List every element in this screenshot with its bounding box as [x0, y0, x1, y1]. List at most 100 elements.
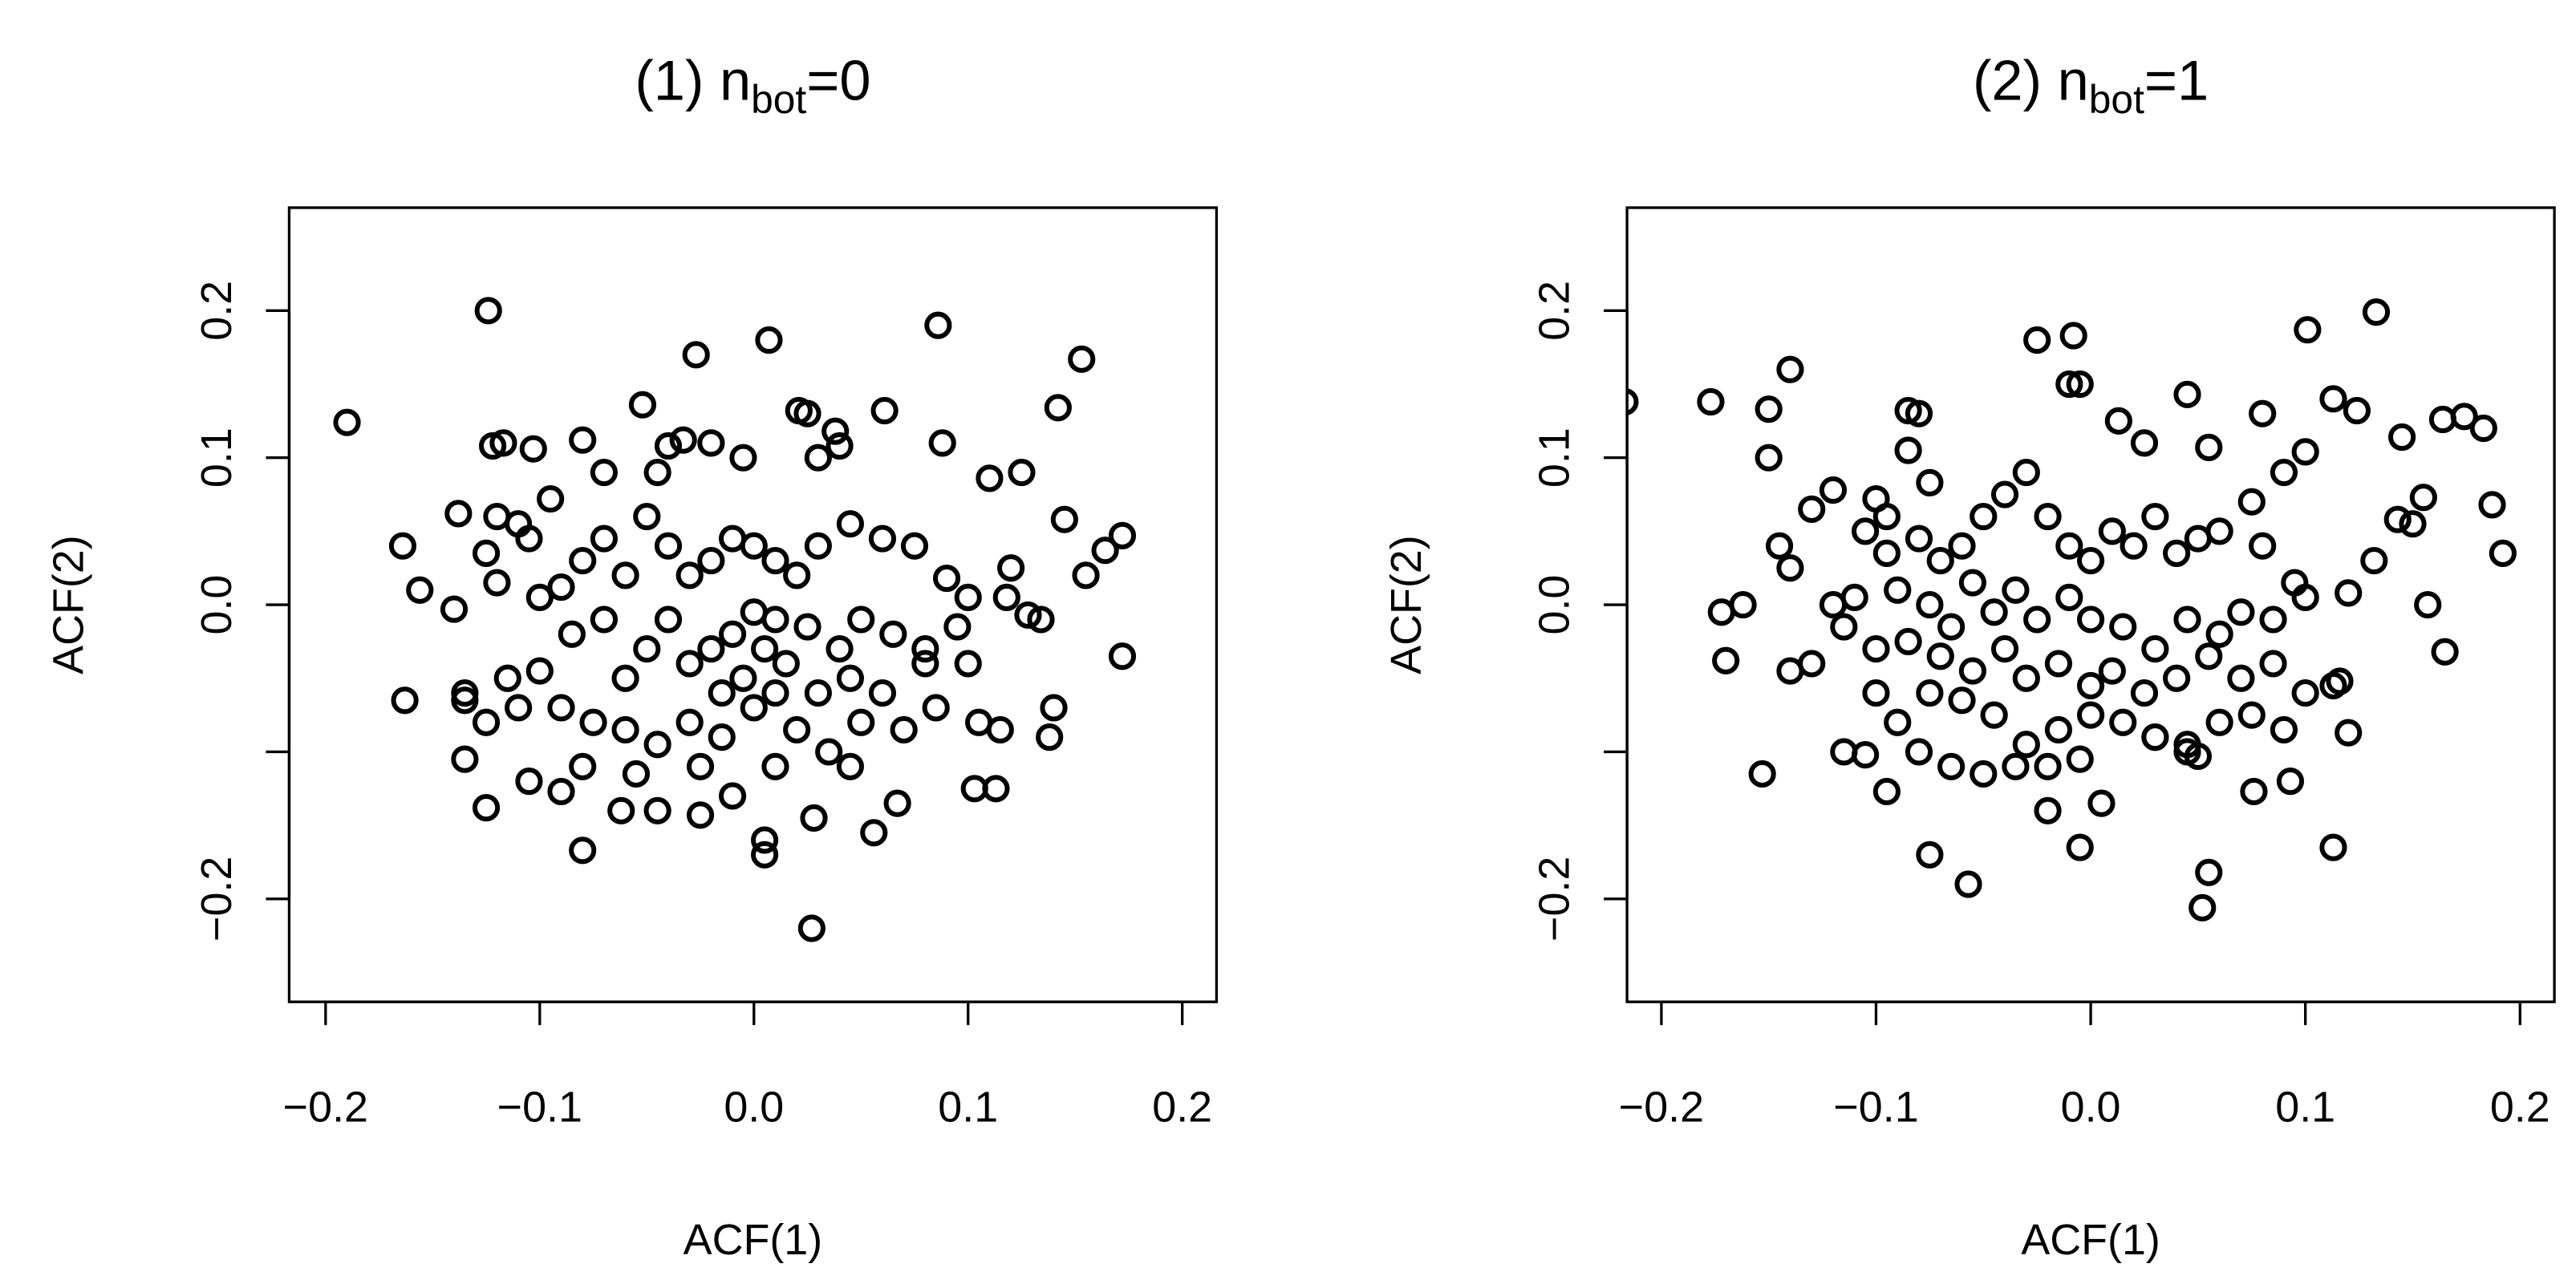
point [525, 657, 554, 685]
point [1894, 627, 1922, 656]
point [2387, 423, 2416, 452]
point [2291, 583, 2319, 611]
point [2409, 484, 2437, 512]
point [474, 297, 502, 325]
point [2335, 719, 2363, 747]
point [883, 789, 911, 817]
point [1776, 355, 1804, 383]
y-axis-label: ACF(2) [45, 535, 93, 674]
point [868, 525, 897, 553]
point [440, 595, 469, 623]
point [2109, 613, 2137, 641]
point [525, 583, 554, 611]
point [2362, 298, 2391, 326]
point [740, 532, 768, 560]
point [815, 738, 843, 766]
point [783, 561, 811, 589]
point [569, 752, 597, 780]
point [643, 458, 671, 487]
point [1948, 687, 1976, 715]
point [997, 554, 1025, 582]
title-subscript: bot [751, 77, 806, 122]
point [611, 561, 639, 589]
point [793, 613, 821, 641]
x-tick-label: −0.2 [283, 1083, 368, 1131]
x-tick-label: −0.2 [1619, 1083, 1704, 1131]
point [1108, 521, 1137, 549]
point [1884, 708, 1912, 736]
title-text: (1) n [635, 48, 751, 111]
point [2414, 590, 2442, 619]
point [2383, 505, 2412, 533]
point [804, 444, 832, 472]
point [836, 664, 865, 692]
x-tick-label: 0.0 [724, 1083, 784, 1131]
panel: (2) nbot=1 −0.2 −0.1 0.0 0.1 0.2 −0.2 0.0 0.1 0.2… [1382, 48, 2556, 1264]
point [2249, 399, 2277, 427]
point [590, 606, 618, 634]
point [2319, 385, 2347, 413]
point [783, 715, 811, 744]
point [643, 731, 671, 759]
point [633, 502, 661, 531]
point [391, 687, 419, 715]
point [2104, 407, 2132, 435]
x-axis-label: ACF(1) [684, 1216, 823, 1264]
y-tick-label: 0.0 [1531, 575, 1579, 635]
chart-title: (2) nbot=1 [1973, 48, 2209, 122]
point [1830, 613, 1858, 641]
point [911, 634, 939, 663]
point [590, 525, 618, 553]
x-tick-label: 0.1 [2275, 1083, 2335, 1131]
point [1108, 642, 1137, 670]
point [2173, 380, 2201, 408]
point [1905, 525, 1933, 553]
point [547, 573, 575, 601]
point [2428, 405, 2457, 434]
point [515, 525, 543, 553]
point [718, 620, 747, 648]
point [489, 429, 517, 457]
point [992, 583, 1020, 611]
point [2109, 708, 2137, 736]
point [2343, 396, 2371, 425]
point [537, 484, 565, 513]
point [2066, 370, 2094, 399]
point [1884, 576, 1912, 604]
point [2399, 510, 2427, 538]
point [928, 429, 956, 457]
point [569, 546, 597, 575]
point [821, 417, 850, 445]
point [740, 694, 768, 722]
point [675, 561, 704, 589]
point [860, 819, 888, 847]
point [1970, 502, 1998, 531]
point [1027, 606, 1055, 634]
title-text: =1 [2144, 48, 2209, 111]
title-subscript: bot [2089, 77, 2144, 122]
point [547, 777, 575, 806]
point [472, 794, 501, 822]
point [2205, 708, 2233, 736]
point [1872, 502, 1901, 531]
point [607, 796, 635, 824]
point [2076, 671, 2105, 700]
point [943, 613, 972, 641]
point [2087, 789, 2116, 817]
point [2012, 664, 2040, 692]
point [797, 914, 826, 942]
point [1905, 399, 1933, 427]
point [2195, 858, 2223, 886]
point [2360, 546, 2388, 575]
point [2130, 429, 2159, 457]
point [804, 679, 832, 707]
point [2335, 579, 2363, 607]
point [2055, 370, 2083, 399]
point [654, 431, 683, 460]
point [836, 752, 865, 780]
points [1627, 298, 2517, 921]
point [2270, 458, 2298, 487]
point [451, 687, 479, 715]
point [388, 532, 417, 560]
y-tick-label: 0.2 [1531, 281, 1579, 341]
